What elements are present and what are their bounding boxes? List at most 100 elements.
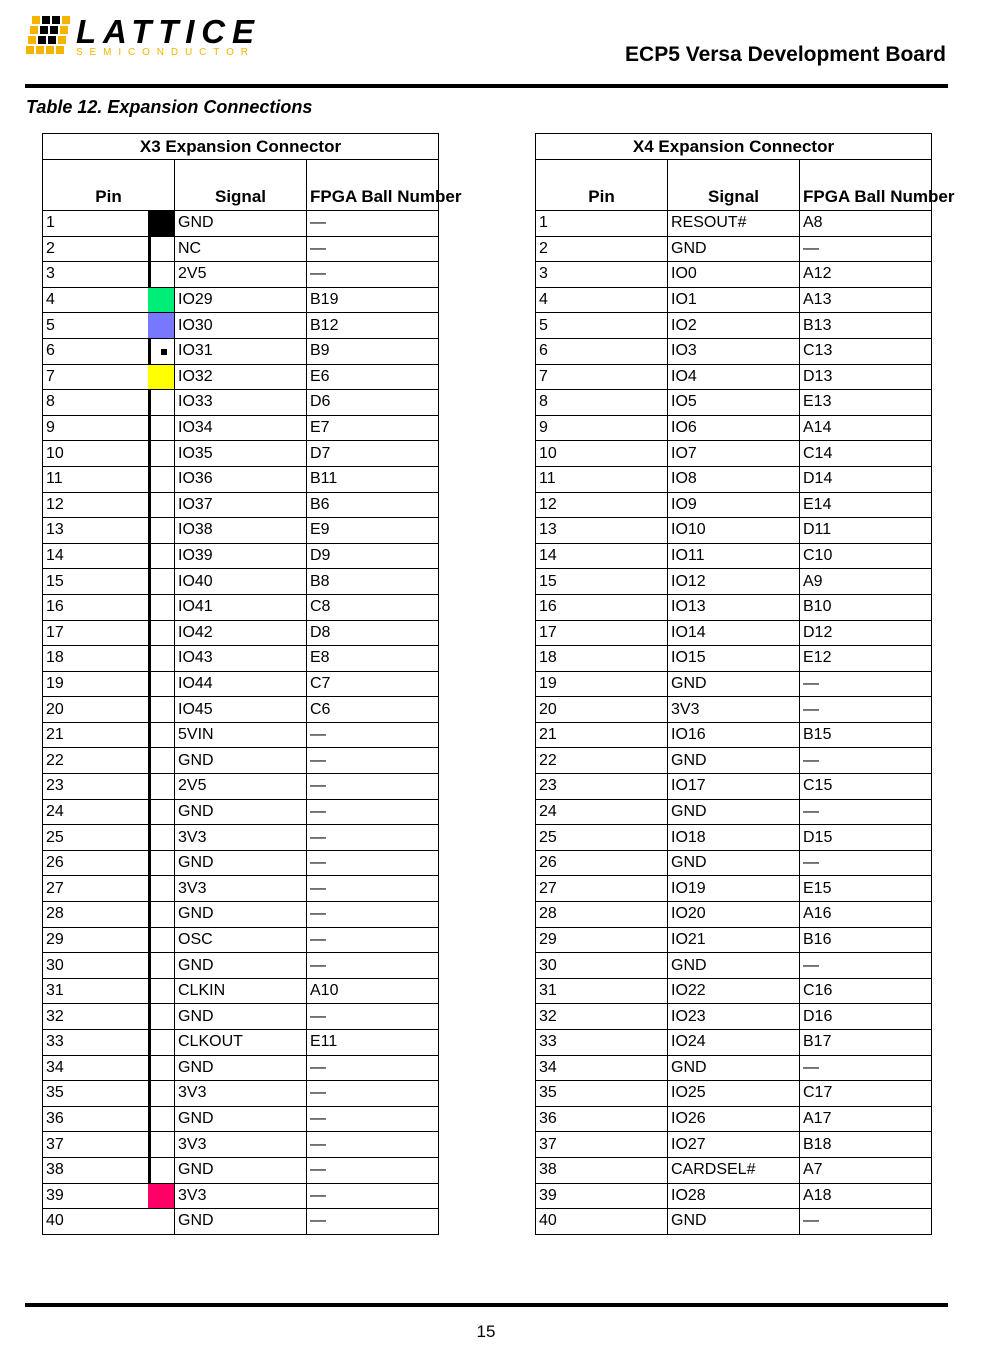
signal-cell: GND — [174, 1054, 307, 1082]
signal-cell: 3V3 — [174, 875, 307, 903]
color-swatch — [148, 364, 174, 390]
fpga-ball-cell: B15 — [799, 721, 932, 749]
pin-cell-text: 28 — [46, 905, 64, 923]
signal-cell: IO23 — [667, 1003, 800, 1030]
pin-cell: 38 — [42, 1156, 175, 1184]
fpga-ball-cell: — — [799, 235, 932, 263]
pin-cell: 34 — [535, 1054, 668, 1082]
fpga-ball-cell: B17 — [799, 1029, 932, 1056]
pin-cell: 16 — [42, 593, 175, 621]
fpga-ball-cell-text: E6 — [310, 367, 330, 385]
pin-cell: 7 — [42, 363, 175, 391]
table-row: 15 IO12 A9 — [535, 568, 932, 595]
signal-cell: IO12 — [667, 568, 800, 595]
fpga-ball-cell-text: — — [803, 674, 819, 692]
signal-cell-text: CLKIN — [178, 982, 226, 1000]
pin-cell: 37 — [42, 1131, 175, 1158]
pin-cell-text: 17 — [46, 623, 64, 641]
fpga-ball-cell-text: — — [803, 1212, 819, 1230]
pin-cell: 9 — [535, 414, 668, 442]
fpga-ball-cell-text: C16 — [803, 982, 833, 1000]
signal-cell-text: IO21 — [671, 930, 706, 948]
signal-cell: GND — [174, 1105, 307, 1133]
pin-cell-text: 33 — [539, 1033, 557, 1051]
pin-cell-text: 34 — [46, 1058, 64, 1076]
signal-cell: IO37 — [174, 491, 307, 519]
signal-cell-text: IO17 — [671, 777, 706, 795]
fpga-ball-cell-text: A14 — [803, 419, 832, 437]
signal-cell: GND — [667, 1208, 800, 1235]
fpga-ball-cell-text: A12 — [803, 265, 832, 283]
pin-cell-text: 8 — [539, 393, 548, 411]
signal-cell: IO32 — [174, 363, 307, 391]
signal-cell-text: GND — [671, 1212, 707, 1230]
connector-marker-line — [148, 748, 151, 774]
fpga-ball-cell: C13 — [799, 337, 932, 365]
pin-cell: 26 — [42, 849, 175, 877]
document-title: ECP5 Versa Development Board — [625, 43, 946, 66]
pin-cell-text: 30 — [46, 956, 64, 974]
signal-cell-text: IO42 — [178, 623, 213, 641]
table-row: 13 IO10 D11 — [535, 517, 932, 544]
signal-cell-text: IO23 — [671, 1007, 706, 1025]
pin-cell: 31 — [42, 977, 175, 1005]
signal-cell: IO14 — [667, 619, 800, 647]
fpga-ball-cell: A18 — [799, 1182, 932, 1210]
table-row: 1 GND — — [42, 210, 439, 237]
pin-cell: 11 — [535, 465, 668, 493]
pin-cell: 8 — [42, 389, 175, 416]
pin-cell: 24 — [42, 798, 175, 826]
signal-cell-text: RESOUT# — [671, 214, 747, 232]
pin-cell: 22 — [535, 747, 668, 775]
signal-cell-text: 5VIN — [178, 726, 214, 744]
fpga-ball-cell-text: — — [310, 1186, 326, 1204]
signal-cell: IO26 — [667, 1105, 800, 1133]
connector-marker-line — [148, 1157, 151, 1183]
signal-cell: GND — [174, 210, 307, 237]
pin-cell: 32 — [535, 1003, 668, 1030]
pin-cell: 23 — [42, 773, 175, 800]
signal-cell-text: GND — [671, 751, 707, 769]
pin-cell-text: 9 — [539, 419, 548, 437]
signal-cell: IO25 — [667, 1080, 800, 1107]
table-row: 20 IO45 C6 — [42, 696, 439, 723]
pin-cell-text: 26 — [539, 854, 557, 872]
table-row: 19 GND — — [535, 670, 932, 698]
pin-cell: 4 — [535, 286, 668, 314]
fpga-ball-cell-text: B6 — [310, 495, 330, 513]
fpga-ball-cell: C14 — [799, 440, 932, 467]
signal-cell: CLKIN — [174, 977, 307, 1005]
signal-cell-text: IO18 — [671, 828, 706, 846]
table-caption: Table 12. Expansion Connections — [26, 97, 313, 117]
pin-cell: 9 — [42, 414, 175, 442]
table-row: 35 3V3 — — [42, 1080, 439, 1107]
fpga-ball-cell-text: D12 — [803, 623, 833, 641]
fpga-ball-cell-text: — — [803, 854, 819, 872]
connector-marker-line — [148, 1106, 151, 1132]
fpga-ball-cell-text: D14 — [803, 470, 833, 488]
pin-cell-text: 19 — [539, 674, 557, 692]
signal-cell: IO40 — [174, 568, 307, 595]
signal-cell: IO21 — [667, 926, 800, 954]
signal-cell: 3V3 — [667, 696, 800, 723]
signal-cell: NC — [174, 235, 307, 263]
fpga-ball-cell: C6 — [306, 696, 439, 723]
signal-cell: GND — [174, 747, 307, 775]
pin-cell-text: 36 — [46, 1110, 64, 1128]
fpga-ball-cell: E13 — [799, 389, 932, 416]
signal-cell: 2V5 — [174, 773, 307, 800]
fpga-ball-cell: D14 — [799, 465, 932, 493]
signal-cell: IO2 — [667, 312, 800, 339]
pin-cell: 29 — [42, 926, 175, 954]
fpga-ball-cell: — — [306, 1054, 439, 1082]
signal-cell: IO33 — [174, 389, 307, 416]
fpga-ball-cell: D11 — [799, 517, 932, 544]
signal-cell-text: IO35 — [178, 444, 213, 462]
signal-cell: IO31 — [174, 337, 307, 365]
signal-cell: GND — [667, 747, 800, 775]
signal-cell-text: OSC — [178, 930, 213, 948]
fpga-ball-cell: D16 — [799, 1003, 932, 1030]
table-row: 5 IO30 B12 — [42, 312, 439, 339]
pin-cell: 18 — [42, 645, 175, 672]
table-row: 39 3V3 — — [42, 1182, 439, 1210]
